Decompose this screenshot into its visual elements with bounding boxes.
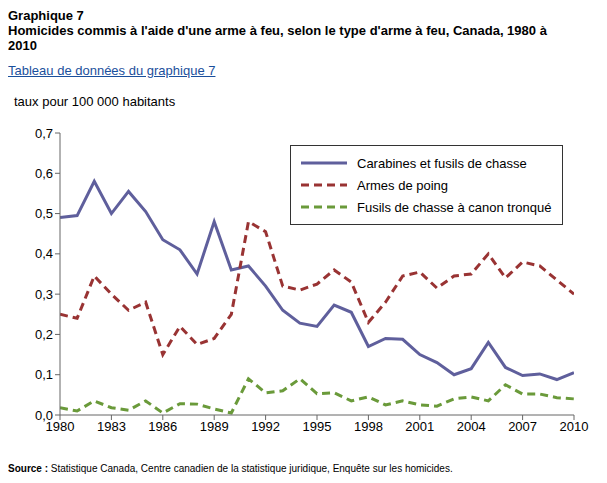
svg-text:1989: 1989 <box>200 419 229 434</box>
html-text:taux pour 100 000 habitants: taux pour 100 000 habitants <box>14 94 176 109</box>
svg-text:0,7: 0,7 <box>35 126 53 141</box>
svg-text:0,1: 0,1 <box>35 367 53 382</box>
html-text:Source : Statistique Canada, C: Source : Statistique Canada, Centre cana… <box>8 463 453 474</box>
svg-text:0,3: 0,3 <box>35 287 53 302</box>
html-text:Carabines et fusils de chasse: Carabines et fusils de chasse <box>357 155 527 171</box>
html-text:Fusils de chasse à canon tronq: Fusils de chasse à canon tronqué <box>357 199 552 215</box>
svg-text:0,0: 0,0 <box>35 408 53 423</box>
html-text:Armes de poing: Armes de poing <box>357 177 449 193</box>
svg-text:0,2: 0,2 <box>35 327 53 342</box>
svg-text:2010: 2010 <box>560 419 589 434</box>
svg-text:2007: 2007 <box>508 419 537 434</box>
svg-text:1992: 1992 <box>251 419 280 434</box>
svg-text:0,5: 0,5 <box>35 206 53 221</box>
svg-text:1983: 1983 <box>97 419 126 434</box>
svg-text:0,6: 0,6 <box>35 166 53 181</box>
svg-text:2004: 2004 <box>457 419 486 434</box>
svg-text:2001: 2001 <box>405 419 434 434</box>
svg-text:1986: 1986 <box>148 419 177 434</box>
html-text:Tableau de données du graphiqu: Tableau de données du graphique 7 <box>8 63 216 78</box>
svg-text:1998: 1998 <box>354 419 383 434</box>
html-text:Graphique 7: Graphique 7 <box>8 8 84 23</box>
svg-text:1980: 1980 <box>45 419 75 435</box>
svg-text:1995: 1995 <box>303 419 332 434</box>
svg-text:0,4: 0,4 <box>35 246 53 261</box>
html-text:Homicides commis à l'aide d'un: Homicides commis à l'aide d'une arme à f… <box>8 23 547 53</box>
